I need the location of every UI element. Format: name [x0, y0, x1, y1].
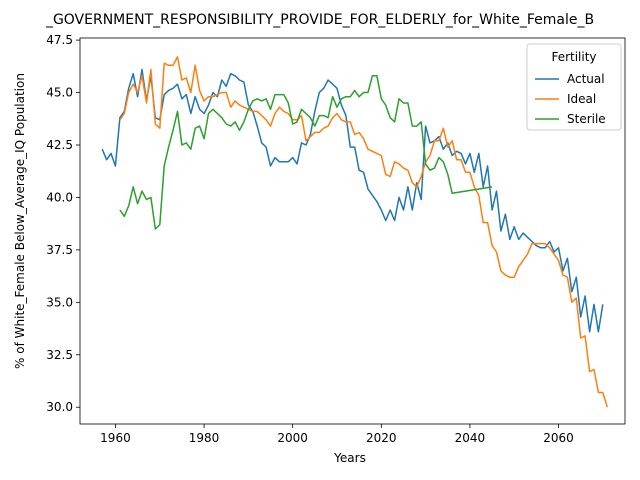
x-tick-label: 2000	[277, 431, 308, 445]
y-axis: 30.0 32.5 35.0 37.5 40.0 42.5 45.0 47.5	[46, 33, 80, 414]
y-tick-label: 47.5	[46, 33, 73, 47]
series-line-ideal	[119, 56, 609, 408]
legend-title: Fertility	[551, 50, 596, 64]
y-tick-label: 35.0	[46, 295, 73, 309]
y-tick-label: 30.0	[46, 400, 73, 414]
legend-label-sterile: Sterile	[567, 112, 606, 126]
y-axis-label: % of White_Female Below_Average_IQ Popul…	[13, 73, 27, 369]
legend: Fertility Actual Ideal Sterile	[526, 43, 622, 131]
y-tick-label: 45.0	[46, 86, 73, 100]
x-tick-label: 1980	[189, 431, 220, 445]
legend-label-ideal: Ideal	[567, 92, 596, 106]
x-tick-label: 2060	[543, 431, 574, 445]
x-axis-label: Years	[333, 451, 366, 465]
legend-items: Actual Ideal Sterile	[535, 72, 606, 126]
y-tick-label: 32.5	[46, 348, 73, 362]
series-line-sterile	[119, 75, 493, 230]
y-tick-label: 42.5	[46, 138, 73, 152]
series-line-actual	[101, 68, 604, 333]
x-tick-label: 2020	[366, 431, 397, 445]
x-axis: 1960 1980 2000 2020 2040 2060	[100, 424, 574, 445]
x-tick-label: 1960	[100, 431, 131, 445]
chart-title: _GOVERNMENT_RESPONSIBILITY_PROVIDE_FOR_E…	[45, 12, 594, 28]
y-tick-label: 37.5	[46, 243, 73, 257]
legend-box	[526, 43, 622, 131]
plot-series	[101, 56, 609, 408]
y-tick-label: 40.0	[46, 190, 73, 204]
plot-frame	[79, 37, 626, 425]
legend-label-actual: Actual	[567, 72, 605, 86]
x-tick-label: 2040	[455, 431, 486, 445]
